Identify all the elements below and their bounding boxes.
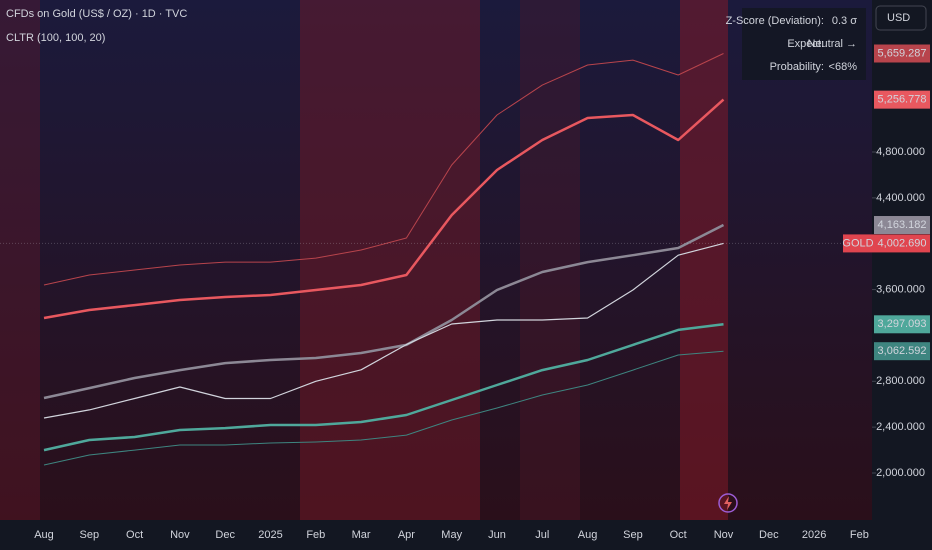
last-value-label: 3,297.093 xyxy=(878,318,927,330)
x-tick-label: Feb xyxy=(850,529,869,541)
table-value: Neutral → xyxy=(807,38,857,50)
alert-icon[interactable] xyxy=(718,493,738,513)
x-tick-label: 2025 xyxy=(258,529,282,541)
stats-table xyxy=(742,8,866,80)
x-tick-label: Apr xyxy=(398,529,415,541)
last-value-label: 3,062.592 xyxy=(878,345,927,357)
series-line xyxy=(43,98,725,320)
regime-band xyxy=(0,0,40,520)
series-line xyxy=(43,242,724,419)
last-value-label: 4,002.690 xyxy=(878,237,927,249)
last-value-label: 4,163.182 xyxy=(878,219,927,231)
table-value: 0.3 σ xyxy=(832,15,857,27)
x-tick-label: Sep xyxy=(80,529,100,541)
y-tick-label: 2,000.000 xyxy=(876,467,925,479)
y-tick-label: 3,600.000 xyxy=(876,283,925,295)
symbol-label: GOLD xyxy=(842,237,873,249)
series-line xyxy=(43,223,725,400)
x-tick-label: May xyxy=(441,529,462,541)
x-tick-label: Oct xyxy=(670,529,687,541)
x-tick-label: Oct xyxy=(126,529,143,541)
x-tick-label: Nov xyxy=(170,529,190,541)
currency-button[interactable] xyxy=(875,5,927,31)
series-line xyxy=(43,323,724,452)
alert-icon-bolt xyxy=(724,496,732,510)
x-tick-label: 2026 xyxy=(802,529,826,541)
x-tick-label: Sep xyxy=(623,529,643,541)
regime-band xyxy=(680,0,728,520)
x-tick-label: Nov xyxy=(714,529,734,541)
indicator-label: CLTR (100, 100, 20) xyxy=(6,32,105,44)
last-value-label: 5,256.778 xyxy=(878,94,927,106)
last-value-box xyxy=(874,90,930,109)
last-value-box xyxy=(874,44,930,63)
last-value-box xyxy=(874,342,930,361)
last-value-box xyxy=(874,315,930,334)
x-tick-label: Aug xyxy=(34,529,54,541)
last-value-label: 5,659.287 xyxy=(878,47,927,59)
x-tick-label: Mar xyxy=(352,529,371,541)
time-axis xyxy=(0,520,872,550)
series-line xyxy=(43,350,724,466)
series-line xyxy=(43,53,724,286)
y-tick-label: 4,800.000 xyxy=(876,146,925,158)
x-tick-label: Feb xyxy=(306,529,325,541)
last-value-box xyxy=(874,216,930,235)
table-value: <68% xyxy=(829,61,858,73)
x-tick-label: Aug xyxy=(578,529,598,541)
table-key: Probability: xyxy=(770,61,824,73)
y-tick-label: 2,800.000 xyxy=(876,375,925,387)
currency[interactable]: USD xyxy=(887,12,910,24)
x-tick-label: Jun xyxy=(488,529,506,541)
y-tick-label: 2,400.000 xyxy=(876,421,925,433)
x-tick-label: Dec xyxy=(215,529,235,541)
symbol-label-box xyxy=(843,234,874,253)
chart-title: CFDs on Gold (US$ / OZ) · 1D · TVC xyxy=(6,8,187,20)
x-tick-label: Dec xyxy=(759,529,779,541)
regime-band xyxy=(520,0,580,520)
table-key: Expect: xyxy=(787,38,824,50)
regime-band xyxy=(300,0,480,520)
table-key: Z-Score (Deviation): xyxy=(726,15,824,27)
last-value-box xyxy=(874,234,930,253)
y-tick-label: 4,400.000 xyxy=(876,192,925,204)
x-tick-label: Jul xyxy=(535,529,549,541)
